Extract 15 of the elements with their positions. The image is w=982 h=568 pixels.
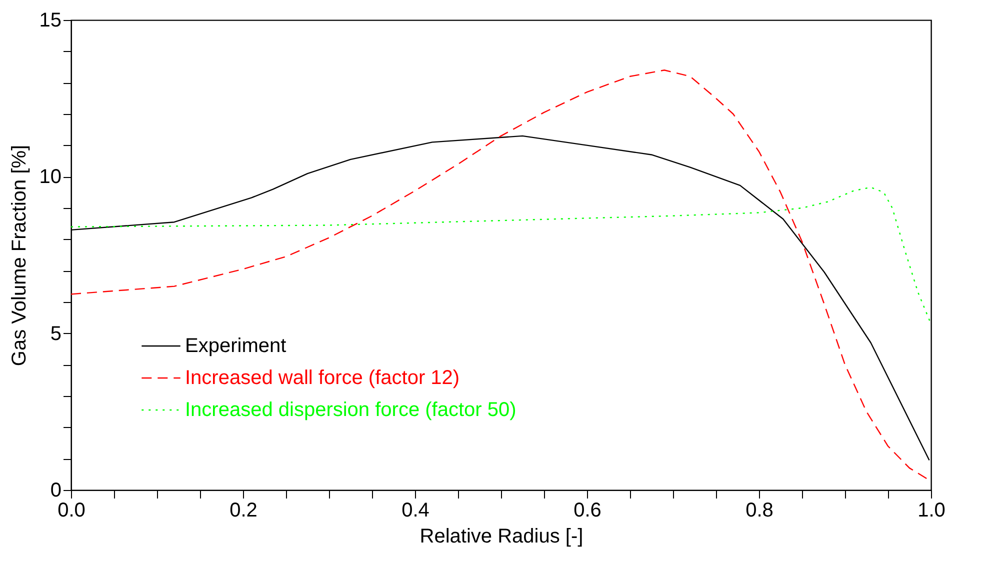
- x-tick-label: 1.0: [918, 500, 946, 522]
- legend-label: Increased dispersion force (factor 50): [185, 399, 516, 421]
- y-tick-label: 5: [50, 322, 62, 345]
- y-tick-label: 0: [50, 480, 62, 502]
- x-tick-label: 0.0: [58, 500, 86, 522]
- y-axis-title: Gas Volume Fraction [%]: [8, 144, 30, 366]
- y-tick-label: 10: [39, 166, 62, 188]
- x-tick-label: 0.4: [402, 500, 430, 522]
- x-tick-label: 0.8: [746, 500, 774, 522]
- x-tick-label: 0.6: [574, 500, 602, 522]
- legend-label: Increased wall force (factor 12): [185, 367, 460, 389]
- legend-label: Experiment: [185, 335, 287, 357]
- y-tick-label: 15: [39, 10, 62, 32]
- x-tick-label: 0.2: [230, 500, 258, 522]
- x-axis-title: Relative Radius [-]: [420, 526, 584, 548]
